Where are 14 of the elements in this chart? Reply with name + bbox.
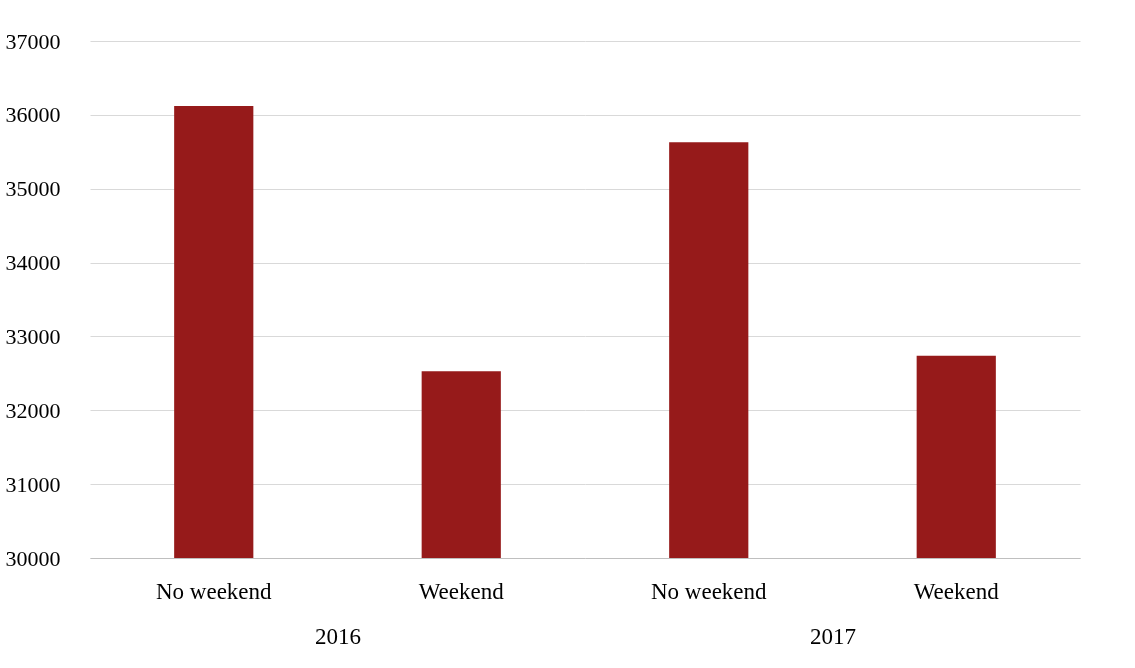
y-tick-label: 33000 — [5, 323, 61, 349]
x-axis-title: 2016 — [315, 623, 361, 649]
y-tick-label: 32000 — [5, 397, 61, 423]
x-tick-label: Weekend — [913, 578, 1000, 604]
x-tick-label: No weekend — [650, 578, 768, 604]
y-tick-label: 35000 — [5, 176, 61, 202]
x-axis-title: 2017 — [810, 623, 856, 649]
x-tick-label: No weekend — [155, 578, 273, 604]
x-tick-label: Weekend — [418, 578, 505, 604]
y-tick-label: 34000 — [5, 250, 61, 276]
y-tick-label: 37000 — [5, 28, 61, 54]
y-tick-label: 36000 — [5, 102, 61, 128]
y-tick-label: 31000 — [5, 471, 61, 497]
y-tick-label: 30000 — [5, 545, 61, 571]
